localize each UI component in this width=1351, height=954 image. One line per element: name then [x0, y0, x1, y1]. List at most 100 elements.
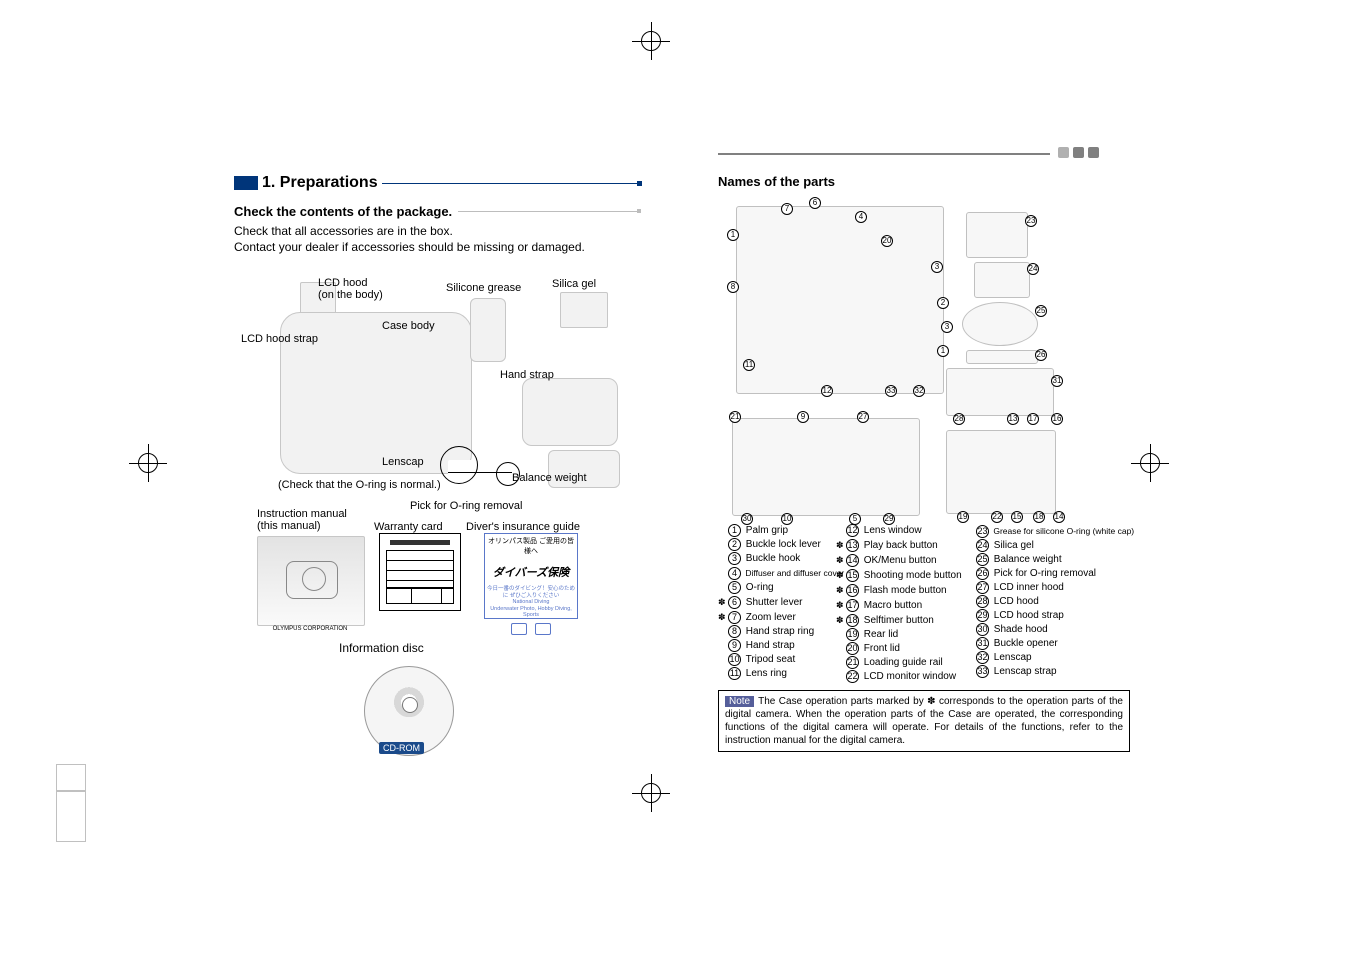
parts-item-number: 7 — [728, 611, 741, 624]
parts-item-number: 32 — [976, 651, 989, 664]
callout-info-disc: Information disc — [339, 641, 424, 655]
parts-item-number: 26 — [976, 567, 989, 580]
parts-item-mark: ✽ — [836, 568, 845, 582]
fig-acc-4: 26 — [966, 350, 1038, 364]
illus-hand-strap — [522, 378, 618, 446]
insurance-tiny3: Underwater Photo, Hobby Diving, Sports — [487, 606, 575, 619]
parts-item-label: LCD hood strap — [991, 610, 1064, 621]
parts-item-label: Pick for O-ring removal — [991, 568, 1096, 579]
parts-item-number: 27 — [976, 581, 989, 594]
illus-lenscap-circle — [440, 446, 478, 484]
illus-insurance-card: オリンパス製品 ご愛用の皆様へ ダイバーズ保険 今日一番のダイビング！安心のため… — [484, 533, 578, 619]
parts-item-label: LCD inner hood — [991, 582, 1064, 593]
callout-silicone-grease: Silicone grease — [446, 282, 521, 294]
parts-item: ✽16 Flash mode button — [836, 583, 976, 598]
parts-item: 32 Lenscap — [966, 651, 1136, 665]
page: 1. Preparations Check the contents of th… — [0, 0, 1351, 954]
illus-warranty-card — [379, 533, 461, 611]
parts-item-label: OK/Menu button — [861, 555, 937, 566]
parts-item-number: 3 — [728, 552, 741, 565]
parts-item-number: 30 — [976, 623, 989, 636]
parts-item-number: 4 — [728, 567, 741, 580]
parts-item: 25 Balance weight — [966, 553, 1136, 567]
parts-item-number: 10 — [728, 653, 741, 666]
parts-item: 20 Front lid — [836, 642, 976, 656]
parts-item: ✽18 Selftimer button — [836, 613, 976, 628]
parts-item-number: 6 — [728, 596, 741, 609]
parts-item-number: 17 — [846, 599, 859, 612]
section-marker — [234, 176, 258, 190]
callout-hand-strap: Hand strap — [500, 369, 554, 381]
parts-item-label: Hand strap — [743, 640, 795, 651]
parts-item: ✽15 Shooting mode button — [836, 568, 976, 583]
parts-col-3: 23 Grease for silicone O-ring (white cap… — [966, 524, 1136, 679]
parts-item-number: 9 — [728, 639, 741, 652]
parts-item: 27 LCD inner hood — [966, 581, 1136, 595]
parts-item-number: 24 — [976, 539, 989, 552]
parts-item-label: Shooting mode button — [861, 570, 962, 581]
parts-item-number: 31 — [976, 637, 989, 650]
section-rule — [382, 183, 638, 184]
parts-item-label: Silica gel — [991, 540, 1034, 551]
note-box: NoteThe Case operation parts marked by ✽… — [718, 690, 1130, 752]
illus-silica-packet — [560, 292, 608, 328]
parts-item: ✽13 Play back button — [836, 538, 976, 553]
fold-rect-mid — [56, 790, 86, 842]
parts-item: 21 Loading guide rail — [836, 656, 976, 670]
parts-item-label: Front lid — [861, 643, 900, 654]
parts-item-number: 14 — [846, 554, 859, 567]
parts-item-label: Buckle opener — [991, 638, 1058, 649]
parts-item: 31 Buckle opener — [966, 637, 1136, 651]
parts-item: ✽17 Macro button — [836, 598, 976, 613]
parts-item: 33 Lenscap strap — [966, 665, 1136, 679]
parts-item-label: Grease for silicone O-ring (white cap) — [991, 526, 1134, 536]
callout-pick-oring: Pick for O-ring removal — [410, 500, 522, 512]
parts-item-number: 19 — [846, 628, 859, 641]
parts-item: 3 Buckle hook — [718, 552, 848, 566]
parts-item: ✽7 Zoom lever — [718, 610, 848, 625]
parts-item: 11 Lens ring — [718, 667, 848, 681]
parts-item-label: Buckle hook — [743, 553, 800, 564]
parts-item: 8 Hand strap ring — [718, 625, 848, 639]
parts-item-number: 25 — [976, 553, 989, 566]
illus-grease-tube — [470, 298, 506, 362]
parts-item: 29 LCD hood strap — [966, 609, 1136, 623]
parts-item-label: LCD monitor window — [861, 671, 956, 682]
manual-footer-brand: OLYMPUS CORPORATION — [257, 626, 363, 632]
subheading-rule — [458, 211, 638, 212]
parts-item: 23 Grease for silicone O-ring (white cap… — [966, 524, 1136, 539]
parts-item-number: 11 — [728, 667, 741, 680]
parts-item: 22 LCD monitor window — [836, 670, 976, 684]
insurance-tiny1: 今日一番のダイビング！安心のために ぜひご入りください — [487, 586, 575, 599]
body-text: Check that all accessories are in the bo… — [234, 223, 638, 255]
parts-item: 26 Pick for O-ring removal — [966, 567, 1136, 581]
callout-case-body: Case body — [382, 320, 435, 332]
parts-item-label: Loading guide rail — [861, 657, 943, 668]
parts-item-number: 28 — [976, 595, 989, 608]
section-title-bar: 1. Preparations — [234, 174, 638, 192]
crop-right-mid-v — [1150, 444, 1151, 482]
parts-item: 2 Buckle lock lever — [718, 538, 848, 552]
illus-manual-photo — [257, 536, 365, 626]
parts-item-number: 20 — [846, 642, 859, 655]
fold-rect-top — [56, 764, 86, 792]
parts-item-number: 2 — [728, 538, 741, 551]
parts-item-mark: ✽ — [836, 553, 845, 567]
insurance-tiny2: National Diving — [487, 599, 575, 606]
parts-item-number: 8 — [728, 625, 741, 638]
parts-item-label: O-ring — [743, 582, 774, 593]
body-line-2: Contact your dealer if accessories shoul… — [234, 239, 638, 255]
parts-item-number: 16 — [846, 584, 859, 597]
parts-item-label: Lens ring — [743, 668, 787, 679]
top-square-2 — [1073, 147, 1084, 158]
parts-item-number: 13 — [846, 539, 859, 552]
parts-item-label: Lenscap strap — [991, 666, 1057, 677]
crop-bottom-center-v — [651, 774, 652, 812]
parts-item-number: 22 — [846, 670, 859, 683]
fig-acc-2: 24 — [974, 262, 1030, 298]
callout-lcd-hood-l1: LCD hood — [318, 277, 368, 289]
parts-item: 28 LCD hood — [966, 595, 1136, 609]
parts-item-label: Lens window — [861, 525, 922, 536]
parts-item: ✽14 OK/Menu button — [836, 553, 976, 568]
parts-item: 12 Lens window — [836, 524, 976, 538]
